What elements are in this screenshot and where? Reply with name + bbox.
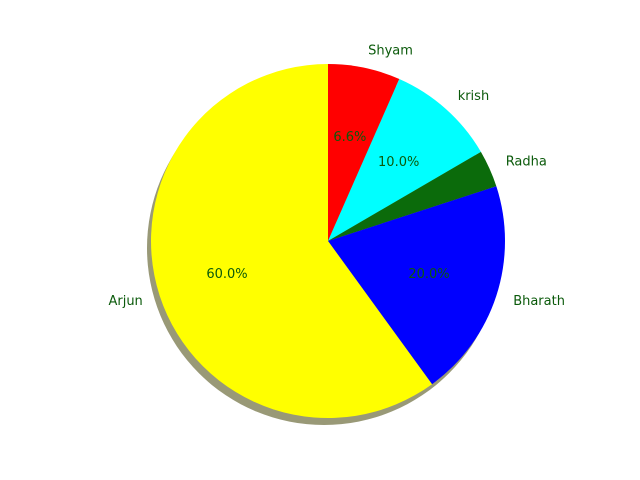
slice-pct-label-arjun: 60.0% (206, 267, 247, 282)
slice-pct-label-shyam: 6.6% (333, 130, 366, 145)
slice-label-shyam: Shyam (368, 44, 413, 59)
slice-label-bharath: Bharath (513, 294, 565, 309)
slice-label-radha: Radha (506, 154, 547, 169)
slice-label-krish: krish (458, 89, 490, 104)
slice-pct-label-bharath: 20.0% (408, 267, 449, 282)
slice-pct-label-krish: 10.0% (378, 155, 419, 170)
pie-slice-radha (328, 151, 497, 241)
pie-slice-bharath (328, 186, 506, 385)
slice-label-arjun: Arjun (108, 294, 142, 309)
pie-slice-krish (328, 79, 481, 241)
pie-slice-shyam (328, 64, 400, 241)
pie-slice-arjun (151, 64, 433, 418)
pie-slice-layer (151, 64, 506, 418)
pie-label-layer: Shyam 6.6% krish 10.0% Radha Bharath 20.0% Arju… (108, 44, 565, 310)
